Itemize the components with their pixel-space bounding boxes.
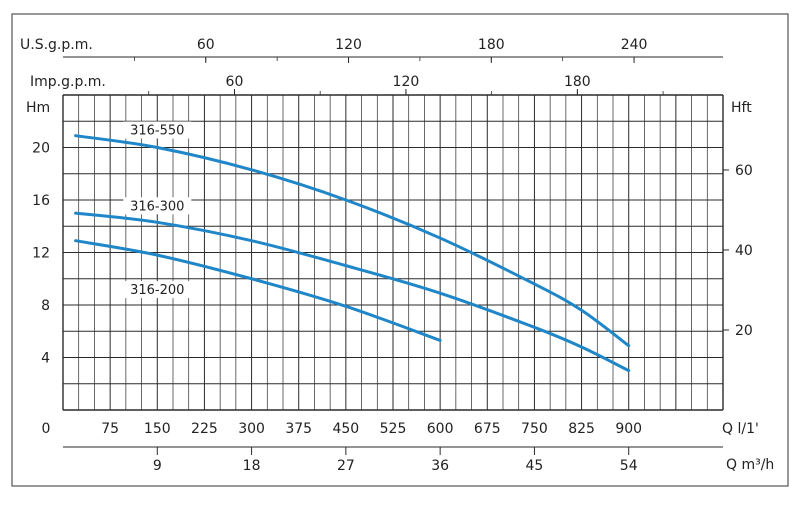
series-line-316-300 [74, 211, 631, 373]
impgpm-tick-label: 60 [226, 74, 244, 90]
y-tick-label: 20 [32, 141, 50, 157]
x-axis-label: Q l/1' [722, 421, 759, 437]
hft-tick-label: 40 [735, 243, 753, 259]
y-axis-label-hft: Hft [731, 100, 752, 116]
usgpm-tick-label: 60 [197, 37, 215, 53]
series-label-bg [123, 121, 192, 139]
impgpm-tick-label: 180 [564, 74, 591, 90]
x-tick-label: 825 [568, 421, 595, 437]
x-tick-label: 300 [238, 421, 265, 437]
usgpm-tick-label: 240 [621, 37, 648, 53]
x-tick-label: 600 [427, 421, 454, 437]
hft-tick-label: 60 [735, 163, 753, 179]
series-label: 316-200 [130, 283, 184, 298]
m3h-tick-label: 18 [243, 458, 261, 474]
x-tick-label: 75 [101, 421, 119, 437]
m3h-tick-label: 27 [337, 458, 355, 474]
impgpm-axis-label: Imp.g.p.m. [30, 74, 106, 90]
y-tick-label: 8 [41, 298, 50, 314]
hft-tick-label: 20 [735, 323, 753, 339]
x-tick-label: 0 [42, 421, 51, 437]
x-tick-label: 450 [332, 421, 359, 437]
x-tick-label: 900 [615, 421, 642, 437]
m3h-axis-label: Q m³/h [726, 457, 774, 473]
x-tick-label: 225 [191, 421, 218, 437]
m3h-tick-label: 36 [431, 458, 449, 474]
x-tick-label: 150 [144, 421, 171, 437]
series-line-316-200 [74, 239, 442, 342]
series-label: 316-300 [130, 199, 184, 214]
y-tick-label: 4 [41, 351, 50, 367]
y-tick-label: 16 [32, 193, 50, 209]
x-tick-label: 675 [474, 421, 501, 437]
x-tick-label: 750 [521, 421, 548, 437]
impgpm-tick-label: 120 [393, 74, 420, 90]
series-line-316-550 [74, 134, 631, 348]
series-label-bg [123, 197, 192, 215]
m3h-tick-label: 9 [153, 458, 162, 474]
usgpm-tick-label: 180 [478, 37, 505, 53]
usgpm-axis-label: U.S.g.p.m. [20, 37, 93, 53]
y-tick-label: 12 [32, 246, 50, 262]
series-label-bg [123, 281, 192, 299]
usgpm-tick-label: 120 [335, 37, 362, 53]
x-tick-label: 375 [285, 421, 312, 437]
m3h-tick-label: 54 [620, 458, 638, 474]
y-axis-label-hm: Hm [26, 100, 50, 116]
m3h-tick-label: 45 [526, 458, 544, 474]
series-label: 316-550 [130, 124, 184, 139]
x-tick-label: 525 [380, 421, 407, 437]
